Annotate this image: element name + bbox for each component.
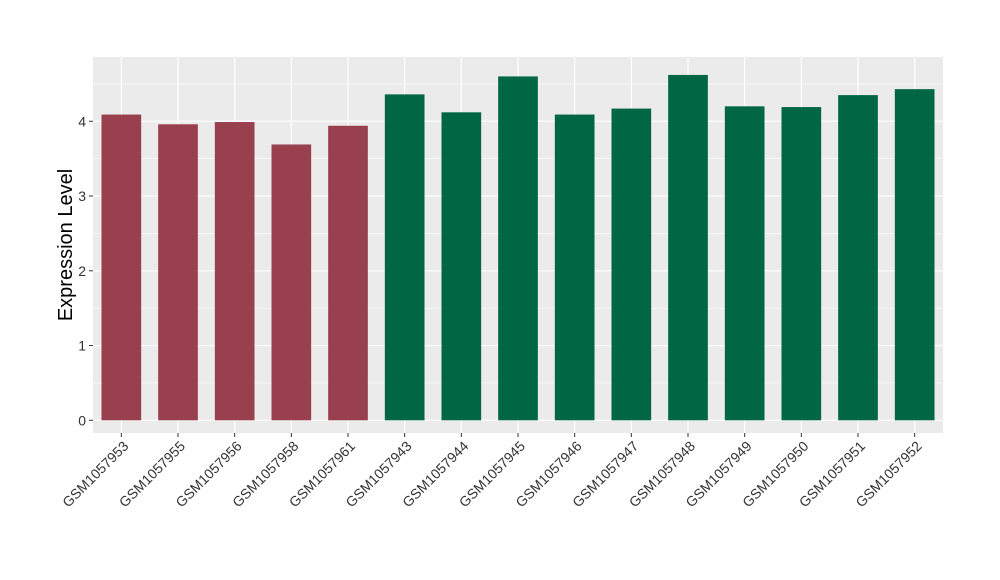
bar-GSM1057944	[441, 112, 482, 421]
bar-GSM1057952	[894, 89, 935, 421]
bar-GSM1057949	[724, 106, 765, 421]
x-axis: GSM1057953GSM1057955GSM1057956GSM1057958…	[59, 433, 925, 510]
bar-GSM1057948	[668, 74, 708, 421]
bar-GSM1057950	[781, 107, 822, 421]
y-axis: 0 1 2 3 4	[78, 113, 93, 428]
bars	[101, 74, 935, 421]
y-axis-title: Expression Level	[55, 169, 77, 321]
bar-GSM1057945	[498, 76, 538, 421]
bar-GSM1057956	[214, 122, 255, 421]
bar-GSM1057955	[158, 124, 198, 421]
bar-GSM1057961	[328, 125, 368, 421]
y-tick-label: 4	[78, 113, 86, 129]
y-tick-label: 3	[78, 188, 86, 204]
bar-GSM1057958	[271, 144, 312, 421]
bar-GSM1057946	[554, 114, 595, 421]
bar-GSM1057947	[611, 108, 652, 421]
y-tick-label: 1	[78, 338, 86, 354]
y-tick-label: 2	[78, 263, 86, 279]
bar-GSM1057943	[384, 94, 425, 421]
y-tick-label: 0	[78, 412, 86, 428]
bar-GSM1057951	[838, 95, 878, 421]
bar-GSM1057953	[101, 114, 142, 421]
